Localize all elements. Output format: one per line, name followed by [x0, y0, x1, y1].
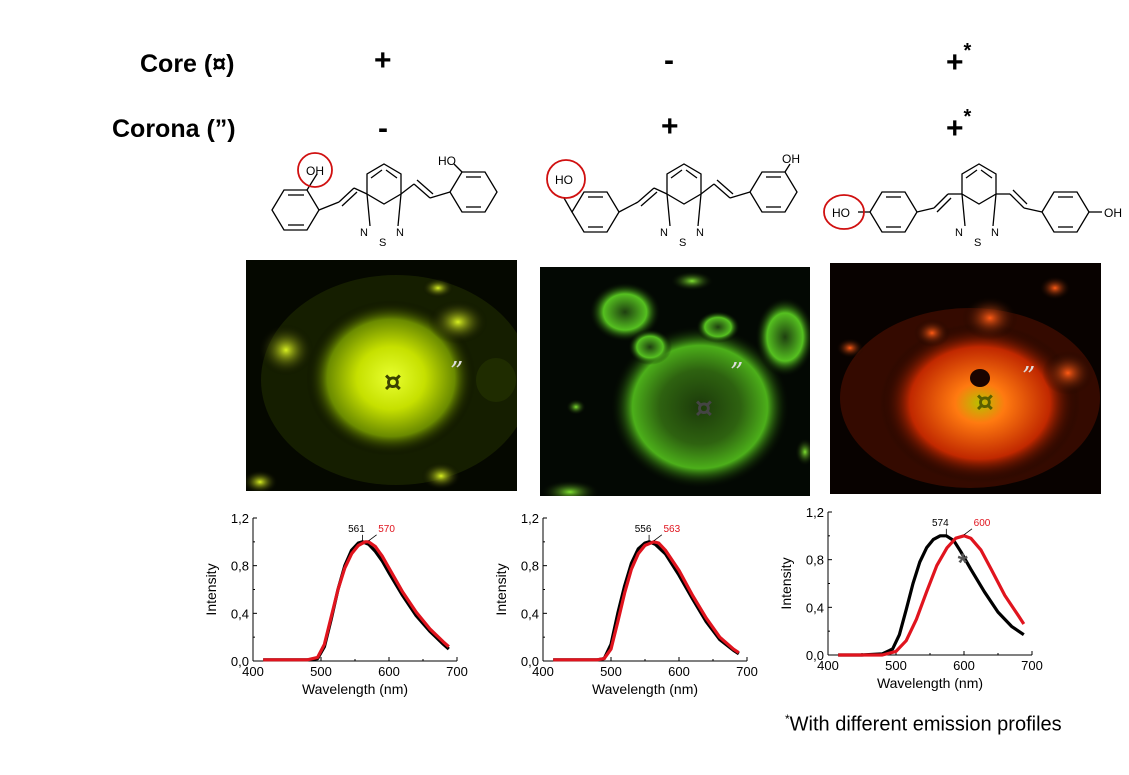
- core-sign-col3: +*: [946, 40, 972, 79]
- peak-label: 556: [635, 524, 652, 535]
- core-sign-col2: -: [664, 44, 674, 77]
- emission-chart-3: 400 500 600 700 0,0 0,4 0,8 1,2 Wavelength (nm) I…: [778, 508, 1043, 691]
- x-tick-label: 500: [885, 658, 907, 673]
- ho-label-left: HO: [832, 206, 850, 220]
- x-tick-label: 700: [736, 664, 758, 679]
- x-tick-label: 700: [1021, 658, 1043, 673]
- x-axis-label: Wavelength (nm): [592, 681, 698, 697]
- y-tick-label: 0,8: [521, 559, 539, 574]
- emission-chart-1: 400 500 600 700 0,0 0,4 0,8 1,2 Wavelength (nm) I…: [203, 511, 468, 697]
- y-axis-label: Intensity: [493, 563, 509, 615]
- corona-marker: ”: [730, 358, 743, 388]
- svg-text:N: N: [660, 227, 668, 239]
- oh-label-right: HO: [438, 154, 456, 168]
- series-line-red: [553, 540, 740, 662]
- micrograph-3: ¤ ”: [830, 263, 1101, 494]
- emission-chart-2: 400 500 600 700 0,0 0,4 0,8 1,2 Wavelength (nm) I…: [493, 511, 758, 697]
- y-tick-label: 0,8: [231, 559, 249, 574]
- svg-text:S: S: [974, 237, 981, 249]
- peak-arrow: [368, 534, 377, 542]
- corona-marker: ”: [450, 357, 463, 387]
- series-line-red: [263, 540, 450, 662]
- core-sign-col1: +: [374, 44, 392, 77]
- svg-text:S: S: [679, 237, 686, 249]
- y-tick-label: 1,2: [231, 511, 249, 526]
- series-line-black: [553, 540, 740, 662]
- svg-text:N: N: [696, 227, 704, 239]
- peak-label: 561: [348, 524, 365, 535]
- molecule-ortho: OH HO N S N: [271, 152, 498, 249]
- y-tick-label: 1,2: [806, 508, 824, 520]
- corona-row-label: Corona (”): [112, 115, 236, 143]
- y-axis-label: Intensity: [203, 563, 219, 615]
- molecule-meta: HO OH N S N: [546, 152, 800, 249]
- core-marker: ¤: [384, 365, 402, 398]
- micrograph-2: ¤ ”: [540, 267, 810, 496]
- footnote: *With different emission profiles: [785, 712, 1062, 736]
- oh-label-right: OH: [782, 152, 800, 166]
- y-tick-label: 0,4: [231, 606, 249, 621]
- x-axis-label: Wavelength (nm): [302, 681, 408, 697]
- y-tick-label: 0,0: [806, 648, 824, 663]
- peak-arrow: [963, 528, 973, 536]
- x-tick-label: 600: [378, 664, 400, 679]
- y-tick-label: 0,0: [521, 654, 539, 669]
- x-tick-label: 400: [817, 658, 839, 673]
- svg-text:S: S: [379, 237, 386, 249]
- series-line-red: [838, 534, 1026, 657]
- core-marker: ¤: [976, 385, 994, 418]
- ho-label-left: HO: [555, 173, 573, 187]
- x-tick-label: 500: [600, 664, 622, 679]
- x-tick-label: 700: [446, 664, 468, 679]
- peak-label: 570: [378, 524, 395, 535]
- y-tick-label: 0,8: [806, 553, 824, 568]
- peak-label: 600: [974, 518, 991, 529]
- corona-marker: ”: [1022, 362, 1035, 392]
- x-tick-label: 600: [668, 664, 690, 679]
- svg-text:N: N: [360, 227, 368, 239]
- micrograph-1: ¤ ”: [246, 260, 517, 491]
- core-row-label: Core (¤): [140, 50, 235, 78]
- core-marker: ¤: [695, 391, 713, 424]
- x-tick-label: 400: [242, 664, 264, 679]
- svg-text:N: N: [991, 227, 999, 239]
- series-line-black: [263, 540, 450, 662]
- corona-sign-col1: -: [378, 112, 388, 145]
- y-axis-label: Intensity: [778, 557, 794, 609]
- y-tick-label: 0,0: [231, 654, 249, 669]
- peak-arrow: [653, 534, 663, 542]
- x-tick-label: 500: [310, 664, 332, 679]
- peak-label: 563: [663, 524, 680, 535]
- oh-label-right: OH: [1104, 206, 1122, 220]
- svg-text:N: N: [955, 227, 963, 239]
- y-tick-label: 1,2: [521, 511, 539, 526]
- x-axis-label: Wavelength (nm): [877, 675, 983, 691]
- y-tick-label: 0,4: [521, 606, 539, 621]
- oh-label-left: OH: [306, 164, 324, 178]
- peak-label: 574: [932, 518, 949, 529]
- series-line-black: [838, 534, 1025, 657]
- corona-sign-col3: +*: [946, 106, 972, 145]
- corona-sign-col2: +: [661, 110, 679, 143]
- molecule-para: HO OH N S N: [823, 163, 1122, 249]
- x-tick-label: 400: [532, 664, 554, 679]
- y-tick-label: 0,4: [806, 600, 824, 615]
- asterisk-annotation: *: [958, 548, 969, 578]
- x-tick-label: 600: [953, 658, 975, 673]
- svg-text:N: N: [396, 227, 404, 239]
